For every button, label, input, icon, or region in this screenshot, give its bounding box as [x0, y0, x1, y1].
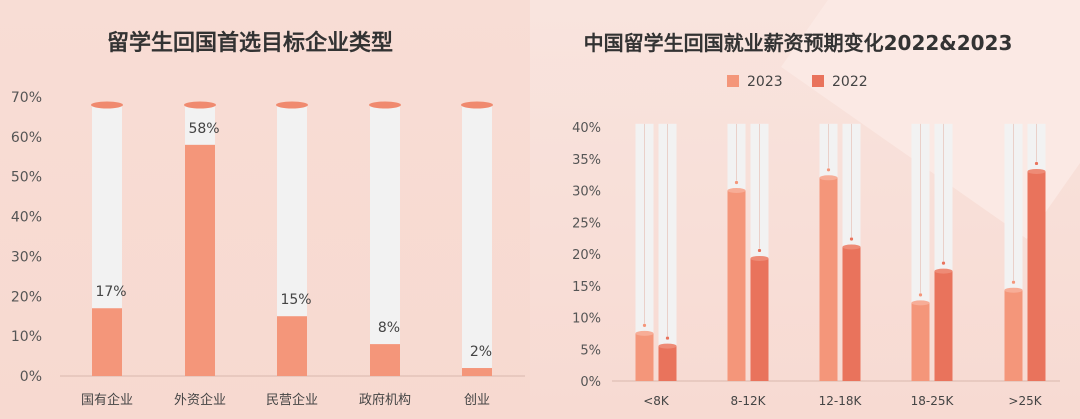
bar-top: [842, 244, 861, 250]
bar-marker: [1034, 161, 1039, 166]
bar-track: [462, 104, 492, 376]
data-label: 8%: [378, 320, 400, 336]
y-tick-label: 40%: [11, 210, 42, 226]
data-label: 2%: [470, 344, 492, 360]
category-label: 国有企业: [81, 392, 133, 408]
bar: [1004, 290, 1023, 381]
y-tick-label: 70%: [11, 90, 42, 106]
category-label: 12-18K: [819, 394, 863, 408]
legend-swatch: [812, 75, 824, 87]
category-label: 政府机构: [359, 393, 411, 408]
bar-marker: [1011, 280, 1016, 284]
category-label: 18-25K: [911, 394, 955, 408]
bar-marker: [849, 237, 854, 241]
y-tick-label: 10%: [572, 312, 601, 327]
bar-marker: [918, 293, 923, 297]
bar: [635, 333, 654, 381]
left-chart-title: 留学生回国首选目标企业类型: [107, 30, 393, 56]
bar-marker: [642, 323, 647, 327]
bar-marker: [734, 180, 739, 185]
category-label: 创业: [464, 393, 490, 408]
right-chart-title: 中国留学生回国就业薪资预期变化2022&2023: [584, 31, 1013, 55]
category-label: 民营企业: [266, 392, 318, 408]
bar-top: [934, 268, 953, 274]
bar: [750, 258, 769, 381]
y-tick-label: 5%: [580, 343, 601, 358]
bar: [185, 144, 215, 376]
bar: [911, 302, 930, 381]
y-tick-label: 20%: [572, 248, 601, 263]
y-tick-label: 0%: [20, 369, 42, 385]
bar-top: [658, 343, 677, 349]
right-chart-panel: [530, 0, 1080, 419]
category-label: 外资企业: [174, 392, 226, 408]
legend-label: 2023: [747, 74, 783, 90]
bar: [92, 308, 122, 376]
category-label: 8-12K: [730, 394, 766, 408]
bar-top: [750, 255, 769, 261]
bar-marker: [757, 248, 762, 253]
data-label: 17%: [95, 284, 126, 300]
y-tick-label: 30%: [11, 249, 42, 265]
bar-cap: [461, 101, 493, 109]
data-label: 15%: [280, 292, 311, 308]
y-tick-label: 30%: [572, 185, 601, 200]
left-chart-panel: [0, 0, 530, 419]
bar: [658, 346, 677, 381]
bar: [1027, 171, 1046, 381]
bar-top: [1027, 168, 1046, 174]
legend-swatch: [727, 75, 739, 87]
bar-marker: [665, 336, 670, 340]
bar-top: [727, 188, 746, 193]
y-tick-label: 40%: [572, 121, 601, 136]
bar-marker: [941, 261, 946, 265]
bar: [370, 344, 400, 376]
bar: [842, 247, 861, 381]
bar-marker: [826, 168, 831, 172]
bar-top: [819, 175, 838, 181]
bar-cap: [184, 101, 216, 109]
y-tick-label: 0%: [580, 375, 601, 390]
category-label: <8K: [643, 394, 670, 408]
bar-top: [911, 300, 930, 306]
bar: [934, 271, 953, 381]
y-tick-label: 20%: [11, 289, 42, 305]
y-tick-label: 15%: [572, 280, 601, 295]
y-tick-label: 25%: [572, 216, 601, 231]
bar-cap: [276, 101, 308, 109]
y-tick-label: 10%: [11, 329, 42, 345]
bar: [819, 177, 838, 381]
bar: [277, 316, 307, 376]
category-label: >25K: [1008, 394, 1042, 408]
bar-top: [635, 330, 654, 336]
bar: [727, 190, 746, 381]
y-tick-label: 50%: [11, 170, 42, 186]
legend-label: 2022: [832, 74, 868, 90]
bar-track: [370, 104, 400, 376]
bar-cap: [369, 101, 401, 109]
y-tick-label: 60%: [11, 130, 42, 146]
data-label: 58%: [188, 121, 219, 137]
y-tick-label: 35%: [572, 153, 601, 168]
bar-cap: [91, 101, 123, 109]
bar: [462, 368, 492, 376]
bar-top: [1004, 287, 1023, 293]
